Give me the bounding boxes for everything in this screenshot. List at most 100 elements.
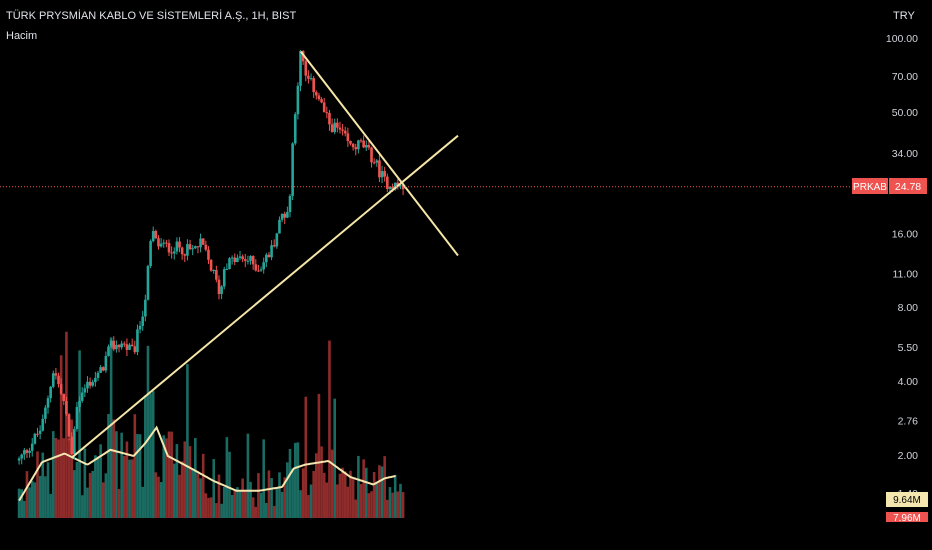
candle-down	[267, 254, 271, 258]
candle-down	[378, 160, 381, 178]
candle-up	[230, 257, 234, 259]
volume-bar	[73, 470, 76, 518]
candle-up	[146, 266, 150, 300]
candle-up	[49, 386, 52, 399]
candle-up	[41, 418, 45, 431]
volume-bar	[170, 431, 173, 518]
candle-up	[73, 429, 76, 455]
volume-bar	[307, 495, 310, 518]
volume-bar	[109, 337, 113, 518]
currency-label: TRY	[893, 10, 915, 22]
volume-bar	[351, 479, 355, 518]
candle-down	[272, 245, 276, 247]
trendline-support[interactable]	[71, 134, 459, 459]
price-axis[interactable]: 100.00 70.00 50.00 34.00 16.00 11.00 8.00 5.50 4…	[886, 33, 918, 500]
volume-bar	[246, 433, 250, 518]
trendline-layer[interactable]	[71, 51, 459, 459]
volume-bar	[49, 493, 52, 518]
candle-down	[88, 381, 92, 386]
price-tag-symbol: PRKAB	[853, 182, 887, 193]
volume-bar	[51, 431, 55, 518]
volume-bar	[41, 452, 45, 518]
candle-down	[170, 252, 173, 254]
price-axis-tick: 4.00	[898, 376, 919, 388]
volume-bar	[230, 495, 234, 518]
indicator-label[interactable]: Hacim	[6, 30, 38, 42]
volume-bar	[138, 434, 142, 518]
volume-bar	[388, 487, 392, 518]
volume-bar	[157, 476, 160, 518]
price-axis-tick: 11.00	[893, 268, 919, 280]
volume-bar	[267, 470, 271, 518]
candle-down	[130, 344, 134, 347]
candle-down	[209, 259, 213, 271]
volume-bar	[120, 432, 123, 518]
candle-down	[396, 182, 400, 186]
trendline-resistance[interactable]	[300, 51, 459, 257]
volume-bar	[154, 472, 158, 518]
volume-bar	[30, 480, 34, 518]
volume-bar	[67, 438, 71, 518]
candle-down	[370, 147, 373, 163]
volume-bar	[199, 478, 202, 518]
candle-up	[80, 392, 84, 401]
candle-up	[265, 254, 268, 263]
candle-down	[167, 243, 171, 253]
volume-bar	[136, 434, 139, 518]
volume-bar	[80, 495, 84, 518]
candle-down	[117, 344, 121, 348]
volume-bar	[186, 364, 189, 518]
candle-up	[225, 268, 229, 270]
candle-layer	[17, 50, 405, 465]
candle-down	[401, 185, 405, 190]
volume-bar	[112, 419, 116, 518]
candle-down	[391, 186, 394, 190]
volume-bar	[283, 477, 287, 518]
candle-up	[357, 140, 360, 150]
volume-bar	[180, 461, 184, 518]
volume-bar	[209, 497, 213, 518]
candle-up	[83, 388, 87, 393]
volume-bar	[317, 393, 321, 518]
volume-bar	[172, 463, 176, 518]
candle-down	[386, 176, 389, 189]
candle-down	[215, 270, 218, 280]
volume-bar	[278, 472, 281, 518]
candle-up	[28, 450, 31, 453]
price-axis-tick: 34.00	[892, 148, 918, 160]
candle-up	[30, 443, 34, 451]
volume-bar	[328, 340, 331, 518]
volume-bar	[325, 482, 329, 518]
volume-bar	[322, 472, 326, 518]
candle-down	[112, 340, 116, 350]
candle-up	[128, 344, 131, 350]
volume-bar	[222, 486, 226, 518]
volume-bar	[20, 489, 24, 518]
volume-bar	[378, 465, 381, 518]
volume-bar	[251, 497, 255, 518]
volume-bar	[399, 483, 402, 518]
volume-bar	[364, 467, 368, 518]
volume-bar	[201, 453, 205, 518]
candle-up	[286, 212, 289, 218]
volume-bar	[304, 396, 308, 518]
volume-bar	[178, 474, 181, 518]
candle-up	[388, 186, 392, 189]
candle-up	[275, 233, 279, 247]
candle-up	[278, 219, 281, 234]
volume-bar	[270, 478, 273, 518]
volume-bar	[57, 439, 60, 518]
candle-up	[246, 260, 250, 262]
volume-bar	[386, 499, 389, 518]
volume-bar	[117, 489, 121, 518]
volume-bar	[54, 437, 58, 518]
volume-bar	[288, 448, 292, 518]
candle-down	[383, 171, 386, 177]
candle-up	[107, 346, 110, 356]
volume-bar	[99, 444, 102, 518]
candle-up	[238, 256, 242, 258]
candle-up	[78, 400, 81, 407]
volume-bar	[144, 395, 147, 518]
candle-down	[233, 257, 237, 263]
